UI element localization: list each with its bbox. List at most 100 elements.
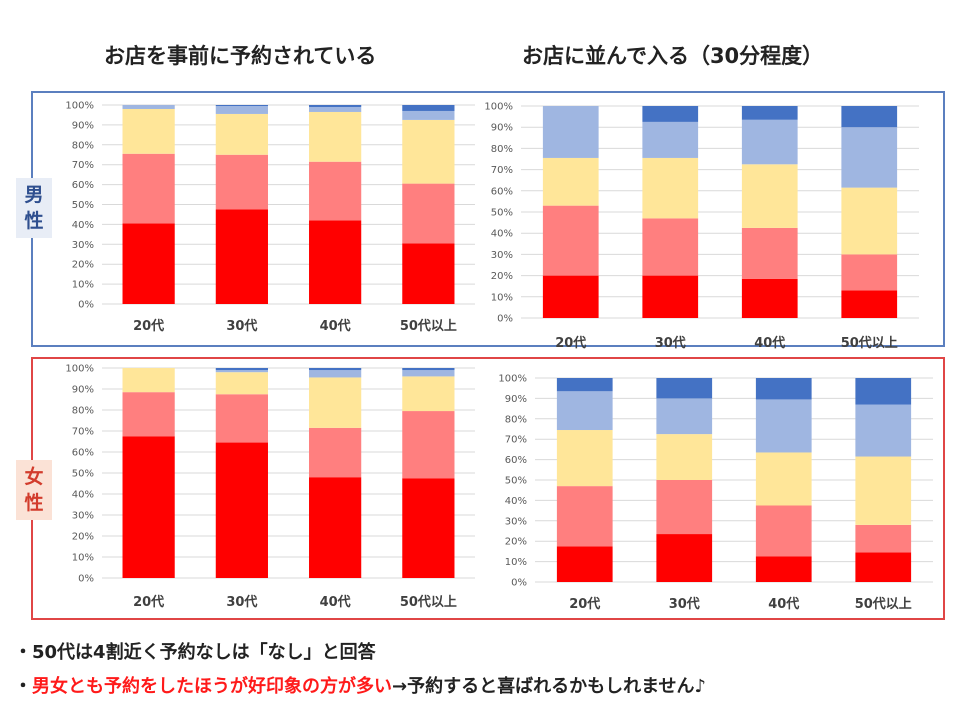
x-category-label: 30代 xyxy=(655,335,686,351)
bar-segment xyxy=(215,442,268,578)
y-tick-label: 70% xyxy=(72,160,94,171)
bar-segment xyxy=(741,278,798,318)
x-category-label: 30代 xyxy=(226,594,257,610)
y-tick-label: 20% xyxy=(72,260,94,271)
y-tick-label: 30% xyxy=(491,250,513,261)
y-tick-label: 90% xyxy=(72,120,94,131)
bar-segment xyxy=(402,105,455,111)
bar-segment xyxy=(122,368,175,393)
bar-segment xyxy=(556,378,613,392)
bar-segment xyxy=(755,399,812,453)
bar-segment xyxy=(855,378,912,405)
x-category-label: 20代 xyxy=(569,596,600,612)
x-category-label: 50代以上 xyxy=(855,596,912,612)
y-tick-label: 100% xyxy=(484,102,513,113)
bar-segment xyxy=(402,368,455,371)
bar-segment xyxy=(656,398,713,435)
summary-line-2: ・男女とも予約をしたほうが好印象の方が多い→予約すると喜ばれるかもしれません♪ xyxy=(14,672,706,698)
y-tick-label: 70% xyxy=(72,427,94,438)
bar-segment xyxy=(755,505,812,557)
y-tick-label: 70% xyxy=(491,165,513,176)
bar-segment xyxy=(656,378,713,399)
x-category-label: 40代 xyxy=(320,318,351,334)
bar-segment xyxy=(841,127,898,188)
bar-segment xyxy=(215,370,268,373)
bar-segment xyxy=(741,164,798,228)
bar-segment xyxy=(855,524,912,553)
bar-segment xyxy=(402,370,455,377)
y-tick-label: 20% xyxy=(491,271,513,282)
x-category-label: 20代 xyxy=(555,335,586,351)
x-category-label: 40代 xyxy=(768,596,799,612)
title-reserved: お店を事前に予約されている xyxy=(104,44,377,68)
bar-segment xyxy=(309,477,362,578)
bar-segment xyxy=(841,254,898,291)
bar-segment xyxy=(542,275,599,318)
bar-segment xyxy=(542,205,599,276)
y-tick-label: 50% xyxy=(72,200,94,211)
bar-segment xyxy=(642,275,699,318)
bar-segment xyxy=(542,157,599,206)
y-tick-label: 40% xyxy=(72,220,94,231)
bar-segment xyxy=(741,227,798,279)
bar-segment xyxy=(122,392,175,437)
y-tick-label: 80% xyxy=(505,414,527,425)
bar-segment xyxy=(855,456,912,525)
bar-segment xyxy=(556,430,613,487)
y-tick-label: 70% xyxy=(505,435,527,446)
y-tick-label: 80% xyxy=(491,144,513,155)
bar-segment xyxy=(309,427,362,478)
bar-segment xyxy=(122,436,175,578)
y-tick-label: 20% xyxy=(505,537,527,548)
y-tick-label: 100% xyxy=(498,374,527,385)
bar-segment xyxy=(122,223,175,304)
summary-line-2-highlight: 男女とも予約をしたほうが好印象の方が多い xyxy=(32,676,392,697)
y-tick-label: 40% xyxy=(505,496,527,507)
bar-segment xyxy=(642,121,699,158)
bar-segment xyxy=(556,486,613,547)
y-tick-label: 30% xyxy=(72,511,94,522)
y-tick-label: 100% xyxy=(65,101,94,112)
y-tick-label: 60% xyxy=(491,186,513,197)
bar-segment xyxy=(855,552,912,582)
y-tick-label: 40% xyxy=(72,490,94,501)
x-category-label: 50代以上 xyxy=(400,594,457,610)
bar-segment xyxy=(741,106,798,120)
bar-segment xyxy=(309,105,362,107)
summary-line-1: ・50代は4割近く予約なしは「なし」と回答 xyxy=(14,642,376,663)
x-category-label: 40代 xyxy=(754,335,785,351)
bar-segment xyxy=(402,119,455,184)
bar-segment xyxy=(402,243,455,304)
y-tick-label: 90% xyxy=(491,123,513,134)
bar-segment xyxy=(309,368,362,371)
bar-segment xyxy=(309,220,362,304)
bar-segment xyxy=(122,153,175,224)
y-tick-label: 50% xyxy=(505,476,527,487)
y-tick-label: 0% xyxy=(511,578,527,589)
bar-segment xyxy=(402,411,455,479)
y-tick-label: 10% xyxy=(72,280,94,291)
x-category-label: 30代 xyxy=(226,318,257,334)
bar-segment xyxy=(656,434,713,480)
y-tick-label: 0% xyxy=(497,314,513,325)
bar-segment xyxy=(741,119,798,165)
bar-segment xyxy=(642,106,699,122)
bar-segment xyxy=(309,106,362,112)
bar-segment xyxy=(215,368,268,371)
summary-line-2-prefix: ・ xyxy=(14,676,32,697)
x-category-label: 50代以上 xyxy=(841,335,898,351)
y-tick-label: 50% xyxy=(72,469,94,480)
y-tick-label: 40% xyxy=(491,229,513,240)
x-category-label: 30代 xyxy=(669,596,700,612)
y-tick-label: 10% xyxy=(491,292,513,303)
x-category-label: 40代 xyxy=(320,594,351,610)
bar-segment xyxy=(656,534,713,582)
y-tick-label: 80% xyxy=(72,406,94,417)
bar-segment xyxy=(402,110,455,120)
bar-segment xyxy=(755,556,812,582)
y-tick-label: 90% xyxy=(72,385,94,396)
side-label-male: 男性 xyxy=(16,178,52,238)
